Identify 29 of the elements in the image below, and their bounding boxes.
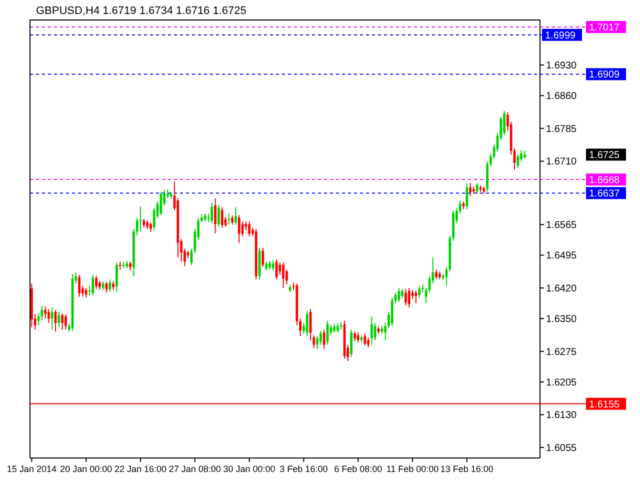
x-tick-label: 11 Feb 00:00 bbox=[386, 464, 439, 474]
y-tick-label: 1.6350 bbox=[546, 314, 578, 326]
y-tick-label: 1.6785 bbox=[546, 124, 578, 135]
ref-line-label: 1.6999 bbox=[545, 30, 576, 42]
y-tick-label: 1.6275 bbox=[546, 346, 578, 358]
x-tick-label: 15 Jan 2014 bbox=[6, 464, 56, 474]
ref-line-label: 1.6668 bbox=[589, 175, 620, 186]
x-tick-label: 20 Jan 00:00 bbox=[60, 464, 112, 474]
chart-title: GBPUSD,H4 1.6719 1.6734 1.6716 1.6725 bbox=[36, 5, 246, 17]
y-tick-label: 1.6205 bbox=[546, 377, 578, 388]
y-tick-label: 1.6495 bbox=[546, 250, 578, 262]
x-tick-label: 6 Feb 08:00 bbox=[334, 464, 382, 474]
x-tick-label: 22 Jan 16:00 bbox=[114, 464, 167, 474]
y-tick-label: 1.6930 bbox=[546, 60, 578, 72]
y-tick-label: 1.6710 bbox=[546, 156, 578, 168]
x-tick-label: 3 Feb 16:00 bbox=[280, 464, 328, 474]
x-tick-label: 27 Jan 08:00 bbox=[168, 464, 221, 474]
x-tick-label: 30 Jan 00:00 bbox=[223, 464, 276, 474]
ref-line-label: 1.6637 bbox=[589, 188, 620, 200]
ref-line-label: 1.7017 bbox=[589, 22, 620, 34]
y-tick-label: 1.6860 bbox=[546, 91, 578, 102]
y-tick-label: 1.6055 bbox=[546, 443, 578, 454]
text: 1.6725 bbox=[589, 150, 620, 162]
y-tick-label: 1.6565 bbox=[546, 220, 578, 232]
ref-line-label: 1.6155 bbox=[589, 399, 620, 410]
x-tick-label: 13 Feb 16:00 bbox=[440, 464, 494, 474]
y-tick-label: 1.6420 bbox=[546, 283, 578, 294]
ref-line-label: 1.6909 bbox=[589, 70, 620, 81]
y-tick-label: 1.6130 bbox=[546, 410, 578, 422]
